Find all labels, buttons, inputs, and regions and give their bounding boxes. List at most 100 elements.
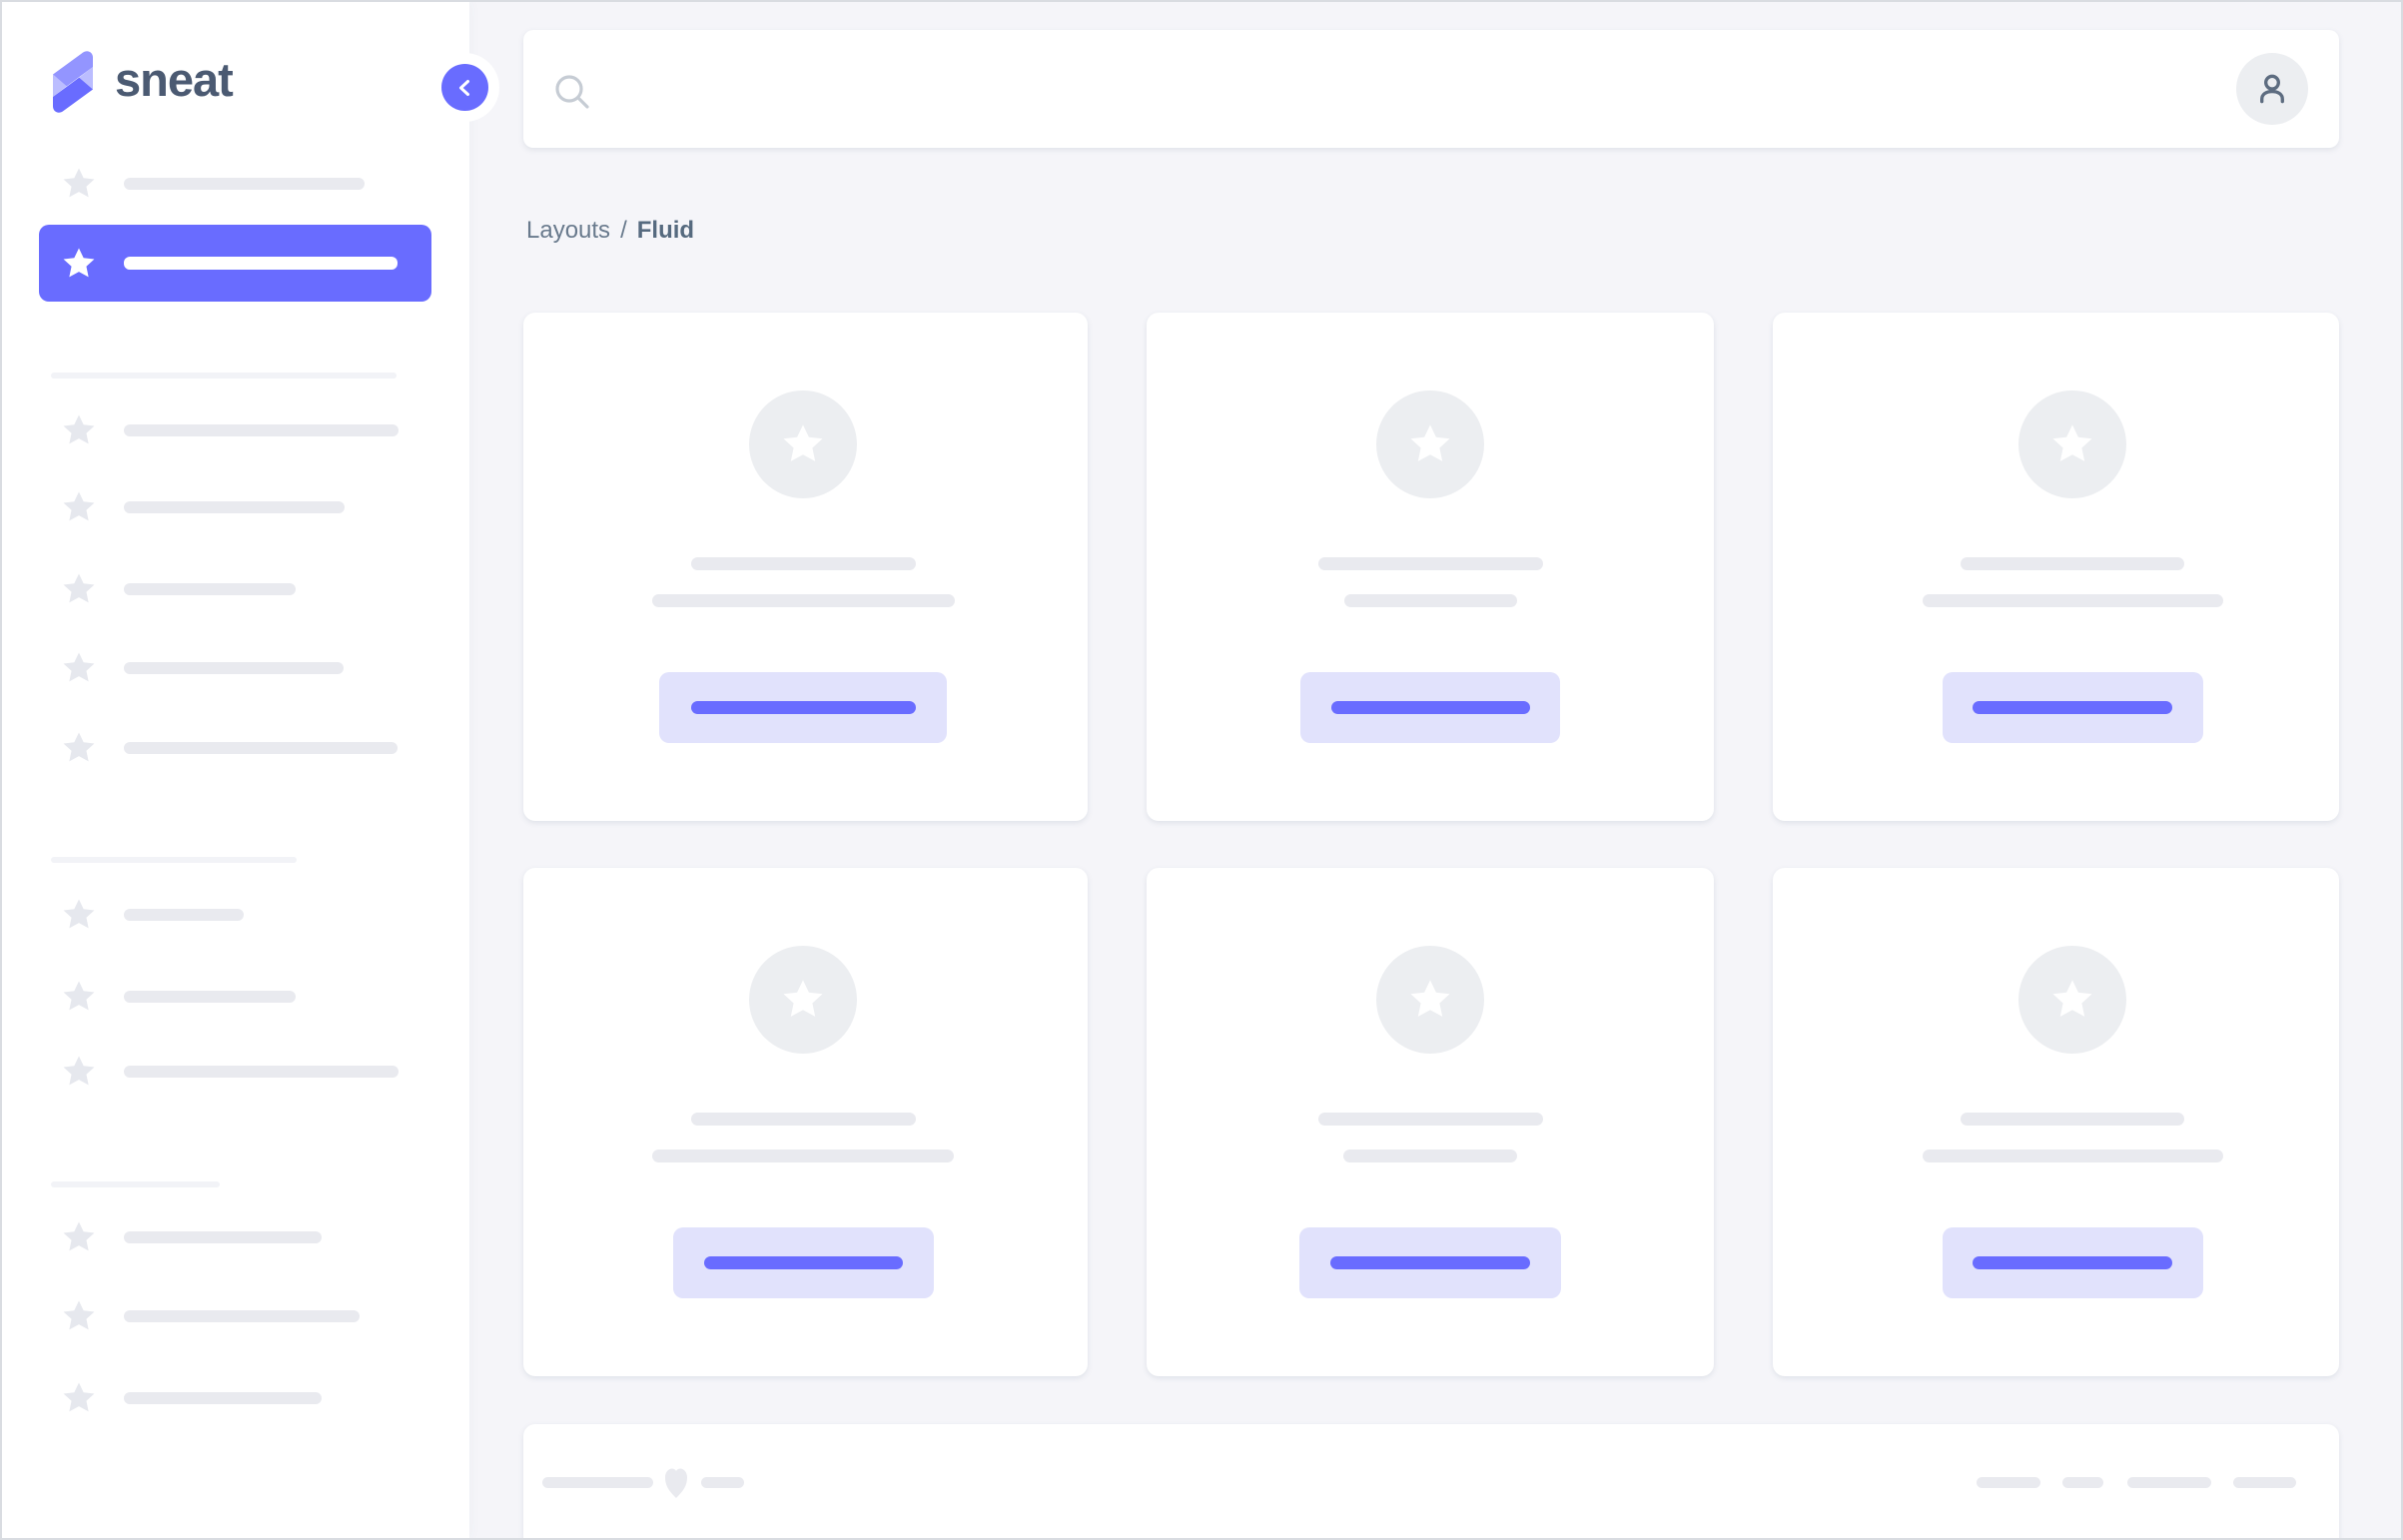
star-icon bbox=[63, 898, 95, 928]
star-icon bbox=[2052, 980, 2092, 1017]
card-button[interactable] bbox=[1300, 672, 1560, 743]
person-icon bbox=[2260, 74, 2284, 104]
breadcrumb: Layouts / Fluid bbox=[526, 216, 694, 246]
sidebar-item-skeleton bbox=[124, 1309, 360, 1322]
footer-skeleton-bar bbox=[1977, 1477, 2040, 1488]
sidebar-item-skeleton bbox=[124, 908, 244, 921]
sidebar-item[interactable] bbox=[39, 468, 431, 545]
breadcrumb-item-layouts[interactable]: Layouts bbox=[526, 217, 611, 244]
star-icon bbox=[63, 1220, 95, 1250]
card-avatar bbox=[749, 390, 857, 498]
card-skeleton-line bbox=[1343, 1150, 1517, 1162]
search-icon bbox=[555, 75, 589, 109]
card-button[interactable] bbox=[1942, 1227, 2203, 1298]
sneat-logo-icon bbox=[48, 49, 98, 115]
footer-skeleton-bar bbox=[2233, 1477, 2296, 1488]
breadcrumb-separator: / bbox=[620, 217, 627, 244]
sidebar-item-skeleton bbox=[124, 1065, 399, 1078]
card-button[interactable] bbox=[1299, 1227, 1561, 1298]
sidebar-item[interactable] bbox=[39, 1359, 431, 1436]
card-skeleton-line bbox=[1922, 594, 2223, 607]
card-skeleton-line bbox=[690, 557, 916, 570]
card-avatar bbox=[749, 946, 857, 1054]
card-skeleton-line bbox=[1961, 1113, 2184, 1126]
star-icon bbox=[63, 980, 95, 1010]
card-button-label-skeleton bbox=[703, 1256, 903, 1269]
sidebar-item[interactable] bbox=[39, 1198, 431, 1275]
card bbox=[523, 313, 1088, 821]
star-icon bbox=[63, 731, 95, 761]
app-logo[interactable]: sneat bbox=[48, 46, 234, 118]
card-avatar bbox=[2018, 390, 2126, 498]
card bbox=[523, 868, 1088, 1376]
sidebar-item-skeleton bbox=[124, 423, 399, 436]
sidebar-item-active[interactable] bbox=[39, 225, 431, 302]
star-icon bbox=[63, 572, 95, 602]
footer-card bbox=[523, 1424, 2339, 1538]
card-skeleton-line bbox=[652, 1150, 954, 1162]
sidebar-item[interactable] bbox=[39, 709, 431, 786]
sidebar-item-skeleton bbox=[124, 257, 398, 270]
star-icon bbox=[63, 651, 95, 681]
card-button-label-skeleton bbox=[1330, 1256, 1530, 1269]
sidebar-item[interactable] bbox=[39, 1033, 431, 1110]
sidebar-item[interactable] bbox=[39, 958, 431, 1035]
card-skeleton-line bbox=[1343, 594, 1517, 607]
sidebar-item-skeleton bbox=[124, 500, 345, 513]
heart-icon bbox=[664, 1466, 688, 1505]
sidebar-item-skeleton bbox=[124, 741, 398, 754]
card-button[interactable] bbox=[1942, 672, 2203, 743]
card-avatar bbox=[1376, 946, 1484, 1054]
star-icon bbox=[63, 247, 95, 277]
card-button-label-skeleton bbox=[1973, 1256, 2172, 1269]
footer-skeleton-bar bbox=[2062, 1477, 2103, 1488]
star-icon bbox=[783, 980, 823, 1017]
sidebar-item[interactable] bbox=[39, 391, 431, 468]
star-icon bbox=[63, 1381, 95, 1411]
footer-skeleton-bar bbox=[701, 1477, 744, 1488]
search-bar[interactable] bbox=[523, 30, 2209, 148]
sidebar-item[interactable] bbox=[39, 145, 431, 222]
star-icon bbox=[1410, 980, 1450, 1017]
card-button-label-skeleton bbox=[1330, 701, 1530, 714]
top-navbar bbox=[523, 30, 2339, 148]
sidebar-item[interactable] bbox=[39, 629, 431, 706]
star-icon bbox=[1410, 424, 1450, 461]
sidebar-item-skeleton bbox=[124, 582, 296, 595]
sidebar-collapse-button[interactable] bbox=[441, 64, 488, 111]
sidebar-item-skeleton bbox=[124, 177, 365, 190]
user-avatar-button[interactable] bbox=[2236, 53, 2308, 125]
breadcrumb-item-fluid: Fluid bbox=[636, 217, 695, 244]
sidebar-item-skeleton bbox=[124, 1230, 322, 1243]
sidebar-section-divider bbox=[51, 857, 297, 863]
card-avatar bbox=[1376, 390, 1484, 498]
sidebar-item-skeleton bbox=[124, 661, 344, 674]
card bbox=[1773, 868, 2339, 1376]
card bbox=[1147, 868, 1714, 1376]
sidebar-section-divider bbox=[51, 373, 397, 379]
footer-skeleton-bar bbox=[542, 1477, 653, 1488]
card-skeleton-line bbox=[1961, 557, 2184, 570]
star-icon bbox=[63, 1055, 95, 1085]
footer-skeleton-bar bbox=[2127, 1477, 2211, 1488]
app-logo-text: sneat bbox=[115, 52, 234, 106]
star-icon bbox=[2052, 424, 2092, 461]
card bbox=[1773, 313, 2339, 821]
star-icon bbox=[63, 167, 95, 197]
card bbox=[1147, 313, 1714, 821]
card-button-label-skeleton bbox=[1973, 701, 2172, 714]
sidebar-item[interactable] bbox=[39, 1277, 431, 1354]
star-icon bbox=[63, 490, 95, 520]
card-button[interactable] bbox=[672, 1227, 934, 1298]
card-skeleton-line bbox=[1317, 1113, 1543, 1126]
sidebar-item-skeleton bbox=[124, 1391, 322, 1404]
card-button[interactable] bbox=[659, 672, 947, 743]
sidebar-item-skeleton bbox=[124, 990, 296, 1003]
card-button-label-skeleton bbox=[690, 701, 916, 714]
star-icon bbox=[783, 424, 823, 461]
sidebar-item[interactable] bbox=[39, 876, 431, 953]
card-skeleton-line bbox=[1317, 557, 1543, 570]
sidebar-item[interactable] bbox=[39, 550, 431, 627]
card-skeleton-line bbox=[1922, 1150, 2223, 1162]
